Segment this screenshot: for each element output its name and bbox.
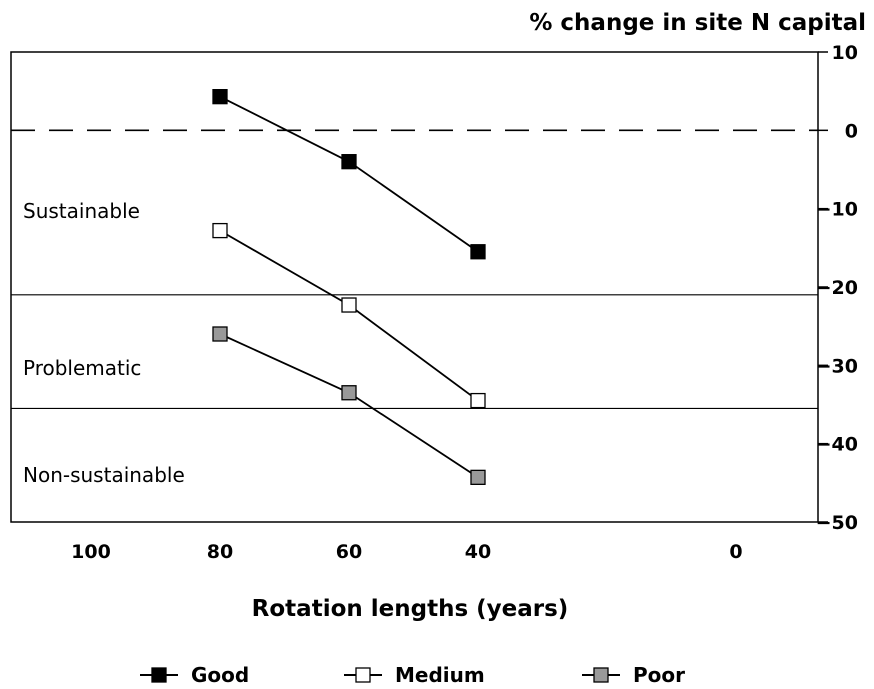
data-point-good	[341, 154, 357, 170]
legend-label-good: Good	[191, 663, 249, 687]
y-axis-ticks: 10 0 −10 −20 −30 −40 −50	[816, 42, 858, 534]
x-axis-title: Rotation lengths (years)	[252, 596, 569, 622]
x-tick-label: 100	[71, 541, 111, 563]
zones-layer: Sustainable Problematic Non-sustainable	[11, 199, 818, 487]
series-line-medium	[219, 229, 479, 402]
legend: Good Medium Poor	[140, 663, 685, 687]
legend-label-medium: Medium	[395, 663, 485, 687]
series-poor	[212, 326, 486, 486]
legend-marker-good	[151, 667, 167, 683]
series-line-poor	[219, 333, 479, 479]
series-medium	[212, 222, 486, 409]
data-point-poor	[212, 326, 228, 342]
x-tick-label: 60	[336, 541, 362, 563]
zone-label-problematic: Problematic	[23, 356, 141, 380]
x-tick-label: 80	[207, 541, 233, 563]
x-tick-label: 40	[465, 541, 491, 563]
series-good	[212, 89, 486, 260]
legend-marker-poor	[593, 667, 609, 683]
data-point-medium	[470, 392, 486, 409]
series-layer	[212, 89, 486, 486]
y-tick-label: −20	[816, 277, 858, 299]
data-point-medium	[341, 297, 357, 313]
legend-item-poor: Poor	[582, 663, 685, 687]
y-tick-label: 10	[832, 42, 858, 64]
legend-marker-medium	[355, 667, 371, 683]
legend-item-good: Good	[140, 663, 249, 687]
zone-label-non-sustainable: Non-sustainable	[23, 463, 185, 487]
y-tick-label: −10	[816, 199, 858, 221]
y-tick-label: −50	[816, 512, 858, 534]
y-tick-label: −30	[816, 355, 858, 377]
y-tick-label: 0	[845, 120, 858, 142]
legend-label-poor: Poor	[633, 663, 685, 687]
legend-item-medium: Medium	[344, 663, 485, 687]
plot-frame	[10, 51, 819, 523]
series-line-good	[219, 95, 479, 253]
zone-label-sustainable: Sustainable	[23, 199, 140, 223]
data-point-good	[470, 244, 486, 260]
x-tick-label: 0	[729, 541, 742, 563]
data-point-good	[212, 89, 228, 105]
y-axis-title: % change in site N capital	[529, 10, 866, 36]
x-axis-ticks: 100 80 60 40 0	[71, 541, 742, 563]
data-point-poor	[341, 385, 357, 401]
data-point-poor	[470, 469, 486, 486]
data-point-medium	[212, 222, 228, 239]
y-tick-label: −40	[816, 434, 858, 456]
